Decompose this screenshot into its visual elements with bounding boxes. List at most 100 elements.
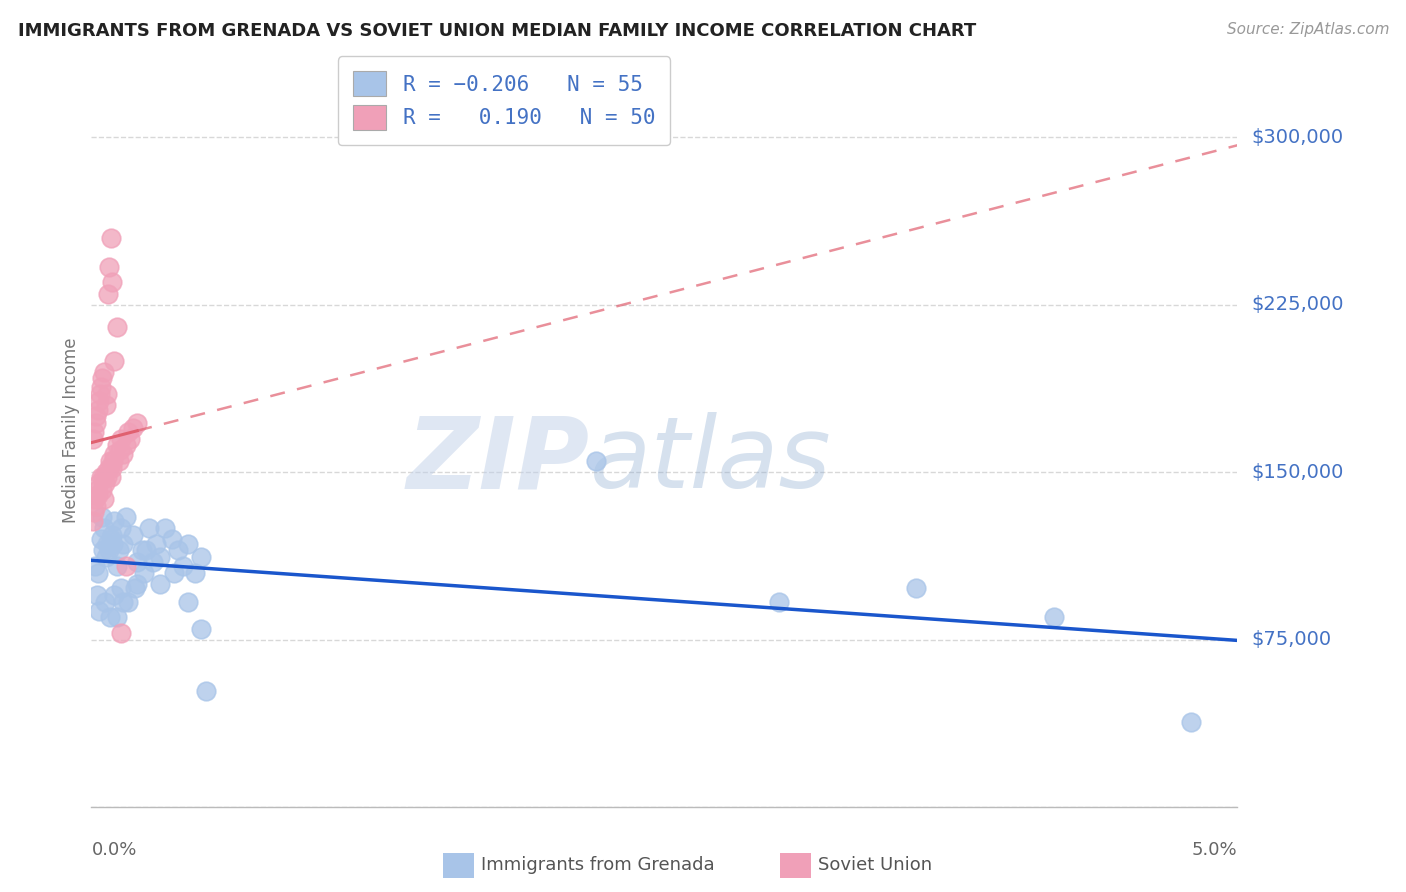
Point [94,595,117,609]
Point [132,566,155,580]
Text: $300,000: $300,000 [1251,128,1343,147]
Point [83,425,105,439]
Point [97,543,120,558]
Point [149,550,172,565]
Point [112,537,135,551]
Point [97,286,120,301]
Point [127,577,149,591]
Point [112,447,135,461]
Point [160,533,183,547]
Point [105,438,128,452]
Point [90,483,112,497]
Point [84,416,107,430]
Point [108,454,131,468]
Point [82,515,104,529]
Point [103,353,125,368]
Point [108,442,131,457]
Point [94,476,117,491]
Point [110,432,132,446]
Point [114,510,136,524]
Point [138,521,160,535]
Point [98,260,121,274]
Text: 5.0%: 5.0% [1192,841,1237,859]
Point [96,537,118,551]
Point [117,425,139,439]
Point [105,610,128,624]
Text: $150,000: $150,000 [1251,463,1343,482]
Point [127,555,149,569]
Point [103,447,125,461]
Point [93,365,115,379]
Text: atlas: atlas [591,412,831,509]
Point [194,684,217,698]
Point [87,566,110,580]
Point [96,465,118,479]
Point [98,610,121,624]
Point [905,582,928,596]
Text: Source: ZipAtlas.com: Source: ZipAtlas.com [1226,22,1389,37]
Point [89,387,111,401]
Point [100,533,122,547]
Point [96,469,118,483]
Point [768,595,790,609]
Point [101,528,124,542]
Point [91,371,114,385]
Point [145,537,167,551]
Point [127,416,149,430]
Point [135,543,157,558]
Point [90,510,112,524]
Text: Soviet Union: Soviet Union [818,856,932,874]
Point [183,566,205,580]
Point [110,521,132,535]
Point [86,409,108,424]
Point [190,550,212,565]
Point [86,588,108,602]
Point [96,387,118,401]
Point [1180,715,1202,730]
Point [149,577,172,591]
Point [103,588,125,602]
Point [176,537,198,551]
Point [86,483,108,497]
Point [100,469,122,483]
Text: 0.0%: 0.0% [91,841,136,859]
Point [96,550,118,565]
Point [89,604,111,618]
Point [100,231,122,245]
Text: $225,000: $225,000 [1251,295,1344,314]
Text: $75,000: $75,000 [1251,631,1331,649]
Point [101,276,124,290]
Point [91,543,114,558]
Point [82,432,104,446]
Point [1043,610,1066,624]
Point [90,380,112,394]
Point [172,559,194,574]
Point [97,460,120,475]
Point [101,460,124,475]
Point [83,506,105,520]
Point [94,398,117,412]
Point [121,528,143,542]
Point [176,595,198,609]
Point [101,537,124,551]
Point [98,454,121,468]
Point [117,595,139,609]
Point [103,515,125,529]
Point [101,454,124,468]
Point [167,543,190,558]
Point [120,432,142,446]
Point [84,499,107,513]
Point [131,543,153,558]
Point [105,320,128,334]
Point [190,622,212,636]
Point [87,487,110,501]
Point [87,402,110,417]
Point [108,543,131,558]
Point [87,393,110,408]
Point [153,521,176,535]
Point [83,559,105,574]
Point [105,559,128,574]
Point [114,438,136,452]
Point [91,469,114,483]
Point [110,626,132,640]
